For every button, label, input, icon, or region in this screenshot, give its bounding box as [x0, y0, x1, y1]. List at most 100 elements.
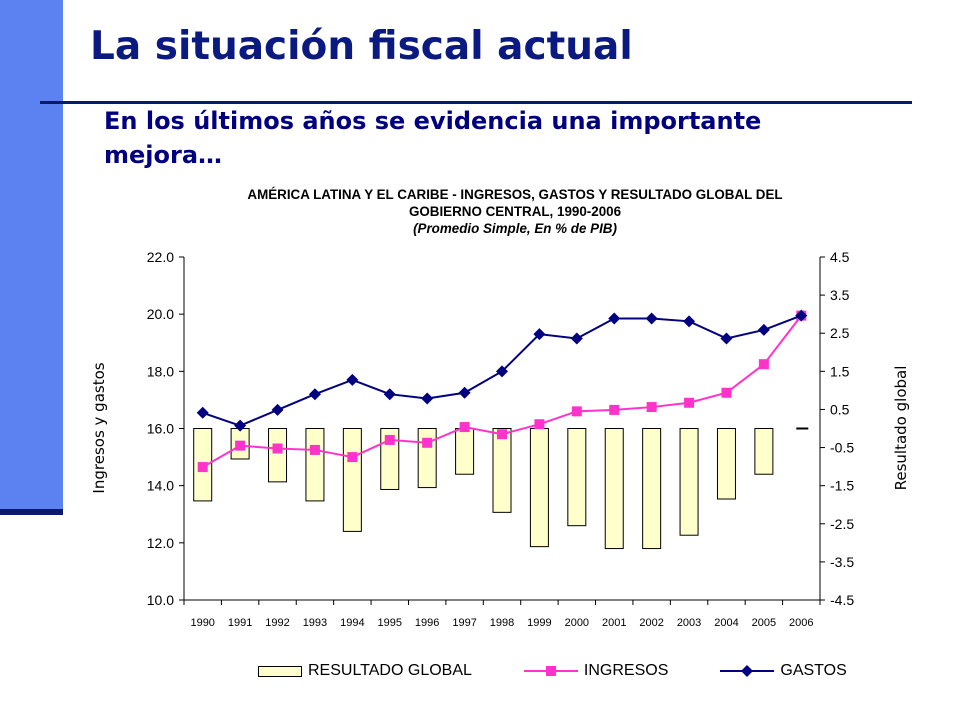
legend-label-resultado: RESULTADO GLOBAL	[308, 662, 472, 679]
legend-ingresos-swatch	[523, 666, 578, 676]
x-tick-label: 1993	[303, 617, 327, 629]
y-right-tick-label: -1.5	[830, 478, 854, 494]
chart-title-line-2: GOBIERNO CENTRAL, 1990-2006	[408, 204, 622, 219]
bar-resultado-1996	[417, 428, 437, 489]
bar-resultado-2000	[567, 428, 587, 527]
y-left-tick-label: 20.0	[147, 306, 174, 322]
bar-resultado-1994	[342, 428, 362, 532]
accent-side-bar	[0, 0, 63, 515]
chart-legend: RESULTADO GLOBAL INGRESOS GASTOS	[258, 662, 847, 680]
slide-title: La situación fiscal actual	[90, 24, 633, 69]
y-right-tick-label: -2.5	[830, 516, 854, 532]
point-ingresos-1999	[534, 419, 545, 430]
x-tick-label: 1999	[527, 617, 551, 629]
fiscal-chart: 22.0 20.0 18.0 16.0 14.0 12.0 10.0 4.5 3.5 2.5 1.5…	[90, 249, 910, 629]
point-ingresos-1993	[309, 444, 320, 455]
point-ingresos-2005	[758, 359, 769, 370]
x-tick-label: 1994	[340, 617, 364, 629]
bar-resultado-1993	[305, 428, 325, 502]
point-ingresos-1996	[422, 437, 433, 448]
point-gastos-2000	[570, 332, 583, 345]
point-gastos-1996	[421, 392, 434, 405]
point-gastos-1997	[458, 386, 471, 399]
chart-subtitle: (Promedio Simple, En % de PIB)	[413, 221, 617, 236]
point-gastos-1995	[383, 388, 396, 401]
point-ingresos-2004	[721, 387, 732, 398]
bar-resultado-2005	[754, 428, 774, 475]
x-tick-label: 1996	[415, 617, 439, 629]
y-right-tick-label: 4.5	[830, 249, 850, 265]
x-tick-label: 1995	[378, 617, 402, 629]
y-left-tick-label: 12.0	[147, 535, 174, 551]
legend-label-gastos: GASTOS	[780, 662, 847, 679]
bar-resultado-2003	[679, 428, 699, 536]
point-ingresos-1995	[384, 434, 395, 445]
point-ingresos-1994	[347, 452, 358, 463]
point-gastos-2004	[720, 332, 733, 345]
point-gastos-2005	[757, 323, 770, 336]
point-ingresos-2000	[571, 406, 582, 417]
x-tick-label: 1991	[228, 617, 252, 629]
x-tick-label: 1990	[190, 617, 214, 629]
point-ingresos-1992	[272, 443, 283, 454]
y-right-tick-label: -3.5	[830, 554, 854, 570]
legend-gastos-swatch	[720, 665, 775, 677]
y-left-tick-label: 14.0	[147, 478, 174, 494]
y-left-tick-label: 18.0	[147, 363, 174, 379]
title-rule	[40, 101, 912, 104]
x-tick-label: 2004	[714, 617, 738, 629]
point-gastos-2006	[795, 309, 808, 322]
legend-label-ingresos: INGRESOS	[583, 662, 669, 679]
bar-resultado-2004	[716, 428, 736, 500]
y-right-tick-label: -4.5	[830, 592, 854, 608]
bar-resultado-1997	[455, 428, 475, 475]
y-left-axis-label: Ingresos y gastos	[90, 362, 108, 493]
y-right-axis-label: Resultado global	[892, 366, 910, 491]
point-ingresos-2001	[609, 404, 620, 415]
accent-side-bar-edge	[0, 509, 63, 515]
x-tick-label: 2006	[789, 617, 813, 629]
y-right-tick-label: 2.5	[830, 325, 850, 341]
bar-resultado-1998	[492, 428, 512, 513]
point-gastos-1993	[308, 388, 321, 401]
chart-title: AMÉRICA LATINA Y EL CARIBE - INGRESOS, G…	[150, 186, 880, 237]
point-gastos-2003	[683, 315, 696, 328]
point-ingresos-1990	[197, 462, 208, 473]
bar-resultado-2001	[604, 428, 624, 550]
x-tick-label: 2001	[602, 617, 626, 629]
x-tick-label: 2005	[752, 617, 776, 629]
x-tick-label: 1998	[490, 617, 514, 629]
chart-title-line-1: AMÉRICA LATINA Y EL CARIBE - INGRESOS, G…	[247, 187, 783, 202]
bar-resultado-1999	[529, 428, 549, 548]
legend-item-resultado: RESULTADO GLOBAL	[258, 662, 472, 680]
y-right-tick-label: 0.5	[830, 401, 850, 417]
point-ingresos-2003	[684, 397, 695, 408]
y-left-tick-label: 10.0	[147, 592, 174, 608]
slide-subtitle: En los últimos años se evidencia una imp…	[104, 107, 762, 169]
y-left-tick-label: 16.0	[147, 421, 174, 437]
point-gastos-1994	[346, 373, 359, 386]
point-gastos-2001	[608, 312, 621, 325]
point-gastos-1998	[496, 365, 508, 378]
point-gastos-1992	[271, 403, 284, 416]
legend-item-gastos: GASTOS	[720, 662, 847, 680]
x-tick-label: 1997	[452, 617, 476, 629]
y-right-tick-label: 3.5	[830, 287, 850, 303]
point-gastos-2002	[645, 312, 658, 325]
x-tick-label: 2003	[677, 617, 701, 629]
x-tick-label: 2002	[639, 617, 663, 629]
point-ingresos-1997	[459, 422, 470, 433]
bar-resultado-1992	[268, 428, 288, 483]
y-right-tick-label: -0.5	[830, 440, 854, 456]
y-left-tick-label: 22.0	[147, 249, 174, 265]
bar-resultado-2002	[642, 428, 662, 550]
point-gastos-1999	[533, 328, 546, 341]
legend-item-ingresos: INGRESOS	[523, 662, 669, 680]
legend-bar-swatch	[258, 665, 302, 677]
point-ingresos-2002	[646, 402, 657, 413]
point-ingresos-1991	[235, 440, 246, 451]
y-right-tick-label: 1.5	[830, 363, 850, 379]
point-gastos-1991	[234, 419, 247, 432]
point-gastos-1990	[196, 406, 209, 419]
point-ingresos-1998	[497, 429, 507, 440]
